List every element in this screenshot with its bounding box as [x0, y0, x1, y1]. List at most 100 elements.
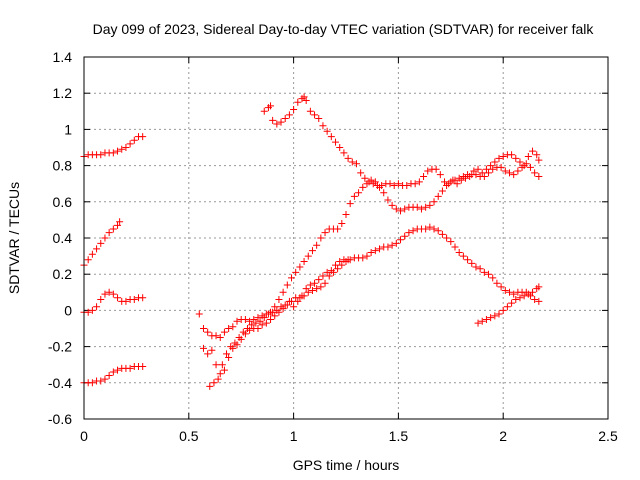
data-point	[327, 267, 335, 275]
data-point	[491, 158, 499, 166]
data-point	[422, 225, 430, 233]
data-point	[254, 325, 262, 332]
data-point	[516, 158, 524, 166]
data-point	[420, 172, 428, 180]
x-tick-label: 2.5	[598, 428, 618, 444]
data-point	[327, 133, 335, 141]
data-point	[267, 315, 275, 323]
data-point	[311, 279, 319, 287]
data-point	[130, 296, 138, 304]
data-point	[319, 272, 327, 280]
data-point	[468, 259, 476, 267]
data-point	[514, 167, 522, 175]
data-point	[84, 256, 92, 264]
data-point	[510, 171, 518, 179]
data-point	[258, 321, 266, 329]
data-point	[114, 366, 122, 374]
data-point	[208, 346, 216, 354]
data-point	[533, 151, 541, 159]
data-point	[84, 308, 92, 316]
data-point	[350, 192, 358, 200]
data-point	[105, 288, 113, 296]
data-point	[474, 165, 482, 173]
data-point	[313, 285, 321, 293]
data-point	[109, 290, 117, 298]
data-point	[216, 370, 224, 378]
data-point	[319, 122, 327, 130]
data-point	[223, 350, 231, 358]
data-point	[199, 344, 207, 352]
data-point	[267, 102, 275, 110]
data-point	[332, 261, 340, 269]
data-point	[269, 116, 277, 124]
data-point	[438, 187, 446, 195]
data-point	[229, 323, 237, 331]
data-point	[355, 189, 363, 197]
data-point	[485, 169, 493, 177]
data-point	[451, 243, 459, 251]
data-point	[336, 258, 344, 266]
data-point	[271, 303, 279, 311]
data-point	[365, 178, 373, 186]
data-point	[392, 239, 400, 247]
data-point	[401, 205, 409, 213]
data-point	[321, 279, 329, 287]
data-point	[413, 203, 421, 211]
data-point	[445, 180, 453, 188]
data-point	[101, 375, 109, 383]
data-point	[501, 167, 509, 175]
data-point	[233, 317, 241, 325]
data-point	[415, 178, 423, 186]
data-point	[495, 154, 503, 162]
data-point	[304, 252, 312, 260]
data-point	[443, 234, 451, 242]
data-point	[308, 286, 316, 294]
data-point	[352, 160, 360, 168]
data-point	[464, 256, 472, 264]
data-point	[535, 297, 543, 305]
data-point	[225, 353, 233, 361]
data-point	[97, 239, 105, 247]
data-point	[294, 297, 302, 305]
data-point	[535, 283, 543, 291]
y-tick-label: -0.2	[48, 339, 72, 355]
data-point	[520, 292, 528, 300]
data-point	[302, 285, 310, 293]
data-point	[512, 296, 520, 304]
data-point	[434, 227, 442, 235]
data-point	[126, 364, 134, 372]
data-point	[334, 225, 342, 233]
data-point	[101, 234, 109, 242]
data-point	[283, 281, 291, 289]
data-point	[378, 182, 386, 190]
data-point	[388, 201, 396, 209]
data-point	[277, 118, 285, 126]
data-points	[80, 93, 543, 390]
data-point	[396, 236, 404, 244]
y-tick-label: 0.8	[53, 158, 73, 174]
data-point	[480, 172, 488, 180]
data-point	[248, 321, 256, 329]
data-point	[311, 111, 319, 119]
data-point	[520, 162, 528, 170]
data-point	[489, 165, 497, 173]
data-point	[294, 98, 302, 106]
data-point	[453, 180, 461, 188]
data-point	[139, 133, 147, 141]
data-point	[300, 93, 308, 101]
data-point	[430, 225, 438, 233]
x-tick-label: 0	[80, 428, 88, 444]
data-point	[269, 308, 277, 316]
data-point	[535, 156, 543, 164]
data-point	[206, 382, 214, 390]
data-point	[260, 314, 268, 322]
data-point	[342, 210, 350, 218]
data-point	[470, 167, 478, 175]
data-point	[220, 366, 228, 374]
data-point	[426, 201, 434, 209]
data-point	[118, 145, 126, 153]
data-point	[529, 288, 537, 296]
data-point	[321, 229, 329, 237]
data-point	[422, 203, 430, 211]
data-point	[505, 169, 513, 177]
